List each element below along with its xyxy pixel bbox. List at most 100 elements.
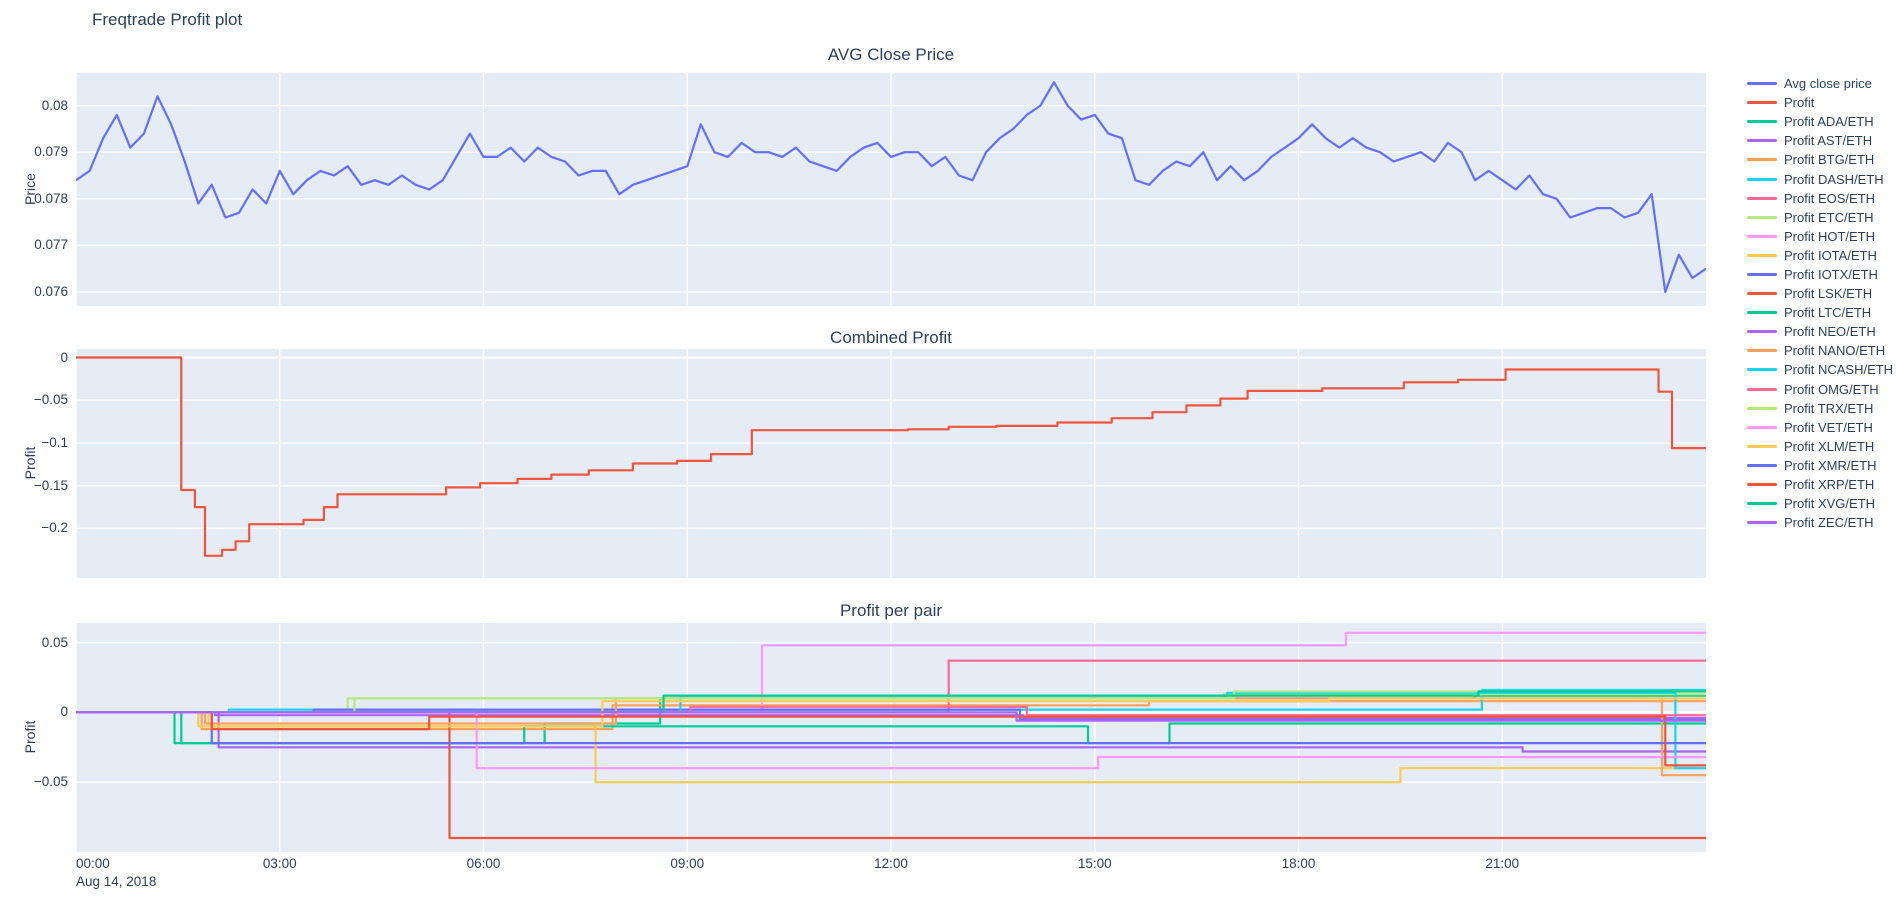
y-axis-ticks-profit-per-pair: 0.05 0 −0.05 <box>0 623 68 852</box>
profit-per-pair-plot-area[interactable] <box>76 623 1706 852</box>
legend-item-profit-neo-eth[interactable]: Profit NEO/ETH <box>1747 322 1893 341</box>
legend-item-profit-eos-eth[interactable]: Profit EOS/ETH <box>1747 189 1893 208</box>
y-tick-label: 0.08 <box>41 97 68 113</box>
legend-label: Profit <box>1784 95 1815 111</box>
legend-label: Profit NCASH/ETH <box>1784 362 1894 378</box>
y-tick-label: −0.2 <box>41 520 68 536</box>
legend-item-profit-ltc-eth[interactable]: Profit LTC/ETH <box>1747 303 1893 322</box>
y-tick-label: −0.1 <box>41 434 68 450</box>
legend-label: Profit XVG/ETH <box>1784 496 1876 512</box>
legend-item-profit-nano-eth[interactable]: Profit NANO/ETH <box>1747 341 1893 360</box>
series-profit-iota-eth <box>76 711 1706 784</box>
x-tick-label: 18:00 <box>1281 856 1316 871</box>
legend-item-profit-ada-eth[interactable]: Profit ADA/ETH <box>1747 112 1893 131</box>
x-tick-label: 03:00 <box>262 856 297 871</box>
legend-item-profit-lsk-eth[interactable]: Profit LSK/ETH <box>1747 284 1893 303</box>
legend-item-avg-close-price[interactable]: Avg close price <box>1747 74 1893 93</box>
subplot-title-profit-per-pair: Profit per pair <box>839 601 943 620</box>
y-axis-ticks-price: 0.076 0.077 0.078 0.079 0.08 <box>0 73 68 306</box>
legend-line-swatch <box>1747 330 1777 334</box>
legend-label: Profit XLM/ETH <box>1784 438 1875 454</box>
y-tick-label: 0 <box>60 704 68 720</box>
figure-title: Freqtrade Profit plot <box>92 10 243 29</box>
legend-line-swatch <box>1747 101 1777 105</box>
legend-line-swatch <box>1747 349 1777 353</box>
legend-label: Profit TRX/ETH <box>1784 400 1874 416</box>
series-avg-close-price <box>76 81 1706 294</box>
x-axis-date-label: Aug 14, 2018 <box>76 874 157 889</box>
legend-line-swatch <box>1747 272 1777 276</box>
y-axis-ticks-combined-profit: 0 −0.05 −0.1 −0.15 −0.2 <box>0 349 68 578</box>
legend-label: Profit NEO/ETH <box>1784 324 1876 340</box>
y-tick-label: 0.05 <box>41 634 68 650</box>
x-tick-label: 12:00 <box>874 856 908 871</box>
legend-line-swatch <box>1747 406 1777 410</box>
legend-line-swatch <box>1747 483 1777 487</box>
legend-item-profit-xlm-eth[interactable]: Profit XLM/ETH <box>1747 437 1893 456</box>
legend-label: Profit AST/ETH <box>1784 133 1873 149</box>
legend: Avg close price Profit Profit ADA/ETH Profi… <box>1747 74 1893 532</box>
y-tick-label: −0.15 <box>33 477 68 493</box>
legend-item-profit-hot-eth[interactable]: Profit HOT/ETH <box>1747 227 1893 246</box>
legend-item-profit-ast-eth[interactable]: Profit AST/ETH <box>1747 131 1893 150</box>
legend-line-swatch <box>1747 234 1777 238</box>
legend-label: Profit XRP/ETH <box>1784 477 1875 493</box>
legend-label: Profit OMG/ETH <box>1784 381 1879 397</box>
legend-item-profit-ncash-eth[interactable]: Profit NCASH/ETH <box>1747 360 1893 379</box>
avg-close-price-plot-area[interactable] <box>76 73 1706 306</box>
legend-item-profit-vet-eth[interactable]: Profit VET/ETH <box>1747 418 1893 437</box>
legend-line-swatch <box>1747 425 1777 429</box>
legend-item-profit-xvg-eth[interactable]: Profit XVG/ETH <box>1747 494 1893 513</box>
legend-item-profit-etc-eth[interactable]: Profit ETC/ETH <box>1747 208 1893 227</box>
legend-label: Profit NANO/ETH <box>1784 343 1886 359</box>
legend-line-swatch <box>1747 311 1777 315</box>
legend-line-swatch <box>1747 463 1777 467</box>
legend-line-swatch <box>1747 368 1777 372</box>
y-tick-label: 0.079 <box>34 144 68 160</box>
legend-label: Profit LSK/ETH <box>1784 286 1873 302</box>
x-axis-ticks: 00:00 03:00 06:00 09:00 12:00 15:00 18:00 21:00 <box>76 856 1706 874</box>
legend-line-swatch <box>1747 292 1777 296</box>
legend-line-swatch <box>1747 253 1777 257</box>
legend-label: Profit ADA/ETH <box>1784 114 1874 130</box>
legend-item-profit-xrp-eth[interactable]: Profit XRP/ETH <box>1747 475 1893 494</box>
legend-line-swatch <box>1747 158 1777 162</box>
legend-item-profit-dash-eth[interactable]: Profit DASH/ETH <box>1747 169 1893 188</box>
legend-item-profit-omg-eth[interactable]: Profit OMG/ETH <box>1747 380 1893 399</box>
legend-label: Profit ETC/ETH <box>1784 209 1874 225</box>
y-tick-label: 0.076 <box>34 284 68 300</box>
legend-label: Profit VET/ETH <box>1784 419 1873 435</box>
series-profit-ltc-eth <box>76 711 1706 745</box>
y-tick-label: −0.05 <box>33 774 68 790</box>
legend-item-profit-trx-eth[interactable]: Profit TRX/ETH <box>1747 399 1893 418</box>
legend-label: Profit IOTA/ETH <box>1784 247 1877 263</box>
x-tick-label: 06:00 <box>466 856 501 871</box>
legend-item-profit-btg-eth[interactable]: Profit BTG/ETH <box>1747 150 1893 169</box>
legend-item-profit-xmr-eth[interactable]: Profit XMR/ETH <box>1747 456 1893 475</box>
legend-item-profit-iota-eth[interactable]: Profit IOTA/ETH <box>1747 246 1893 265</box>
series-profit-xrp-eth <box>76 711 1706 767</box>
y-tick-label: 0.078 <box>34 190 68 206</box>
legend-line-swatch <box>1747 82 1777 86</box>
legend-line-swatch <box>1747 139 1777 143</box>
legend-line-swatch <box>1747 177 1777 181</box>
subplot-title-combined-profit: Combined Profit <box>830 328 952 347</box>
series-profit-nano-eth <box>76 697 1706 777</box>
series-profit <box>76 356 1706 557</box>
y-tick-label: 0.077 <box>34 237 68 253</box>
legend-label: Profit DASH/ETH <box>1784 171 1884 187</box>
legend-item-profit-iotx-eth[interactable]: Profit IOTX/ETH <box>1747 265 1893 284</box>
x-tick-label: 09:00 <box>670 856 705 871</box>
legend-line-swatch <box>1747 120 1777 124</box>
y-tick-label: −0.05 <box>33 392 68 408</box>
legend-label: Profit HOT/ETH <box>1784 228 1876 244</box>
legend-line-swatch <box>1747 502 1777 506</box>
subplot-title-avg-close-price: AVG Close Price <box>827 45 955 64</box>
legend-label: Profit BTG/ETH <box>1784 152 1875 168</box>
y-tick-label: 0 <box>60 349 68 365</box>
combined-profit-plot-area[interactable] <box>76 349 1706 578</box>
legend-item-profit-zec-eth[interactable]: Profit ZEC/ETH <box>1747 513 1893 532</box>
legend-item-profit[interactable]: Profit <box>1747 93 1893 112</box>
legend-line-swatch <box>1747 387 1777 391</box>
